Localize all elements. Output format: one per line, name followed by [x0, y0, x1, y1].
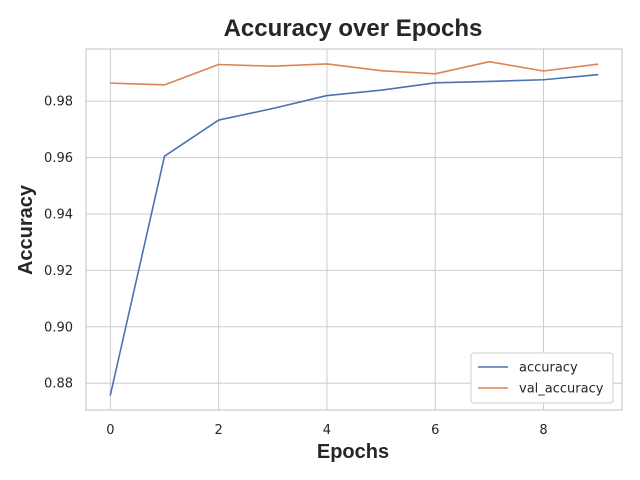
legend: accuracy val_accuracy: [470, 352, 614, 404]
legend-label-val-accuracy: val_accuracy: [519, 382, 604, 397]
series-lines: [109, 60, 599, 396]
x-tick-label: 4: [323, 423, 331, 438]
chart-title: Accuracy over Epochs: [224, 15, 483, 42]
y-tick-label: 0.96: [44, 151, 73, 166]
y-tick-label: 0.88: [44, 377, 73, 392]
y-tick-label: 0.98: [44, 95, 73, 110]
x-tick-label: 6: [431, 423, 439, 438]
y-axis-title: Accuracy: [15, 184, 37, 275]
series-line-accuracy: [109, 73, 599, 396]
grid-lines: [86, 49, 622, 410]
y-tick-label: 0.92: [44, 264, 73, 279]
x-tick-label: 0: [106, 423, 114, 438]
y-tick-label: 0.94: [44, 207, 73, 222]
x-axis-title: Epochs: [317, 441, 389, 463]
x-tick-labels: 0 2 4 6 8: [106, 423, 547, 438]
x-tick-label: 8: [539, 423, 547, 438]
series-line-val-accuracy: [109, 60, 599, 86]
plot-frame: [85, 48, 623, 411]
y-tick-labels: 0.88 0.90 0.92 0.94 0.96 0.98: [44, 95, 73, 392]
x-tick-label: 2: [215, 423, 223, 438]
y-tick-label: 0.90: [44, 320, 73, 335]
legend-box: [470, 352, 614, 404]
legend-label-accuracy: accuracy: [519, 361, 578, 376]
